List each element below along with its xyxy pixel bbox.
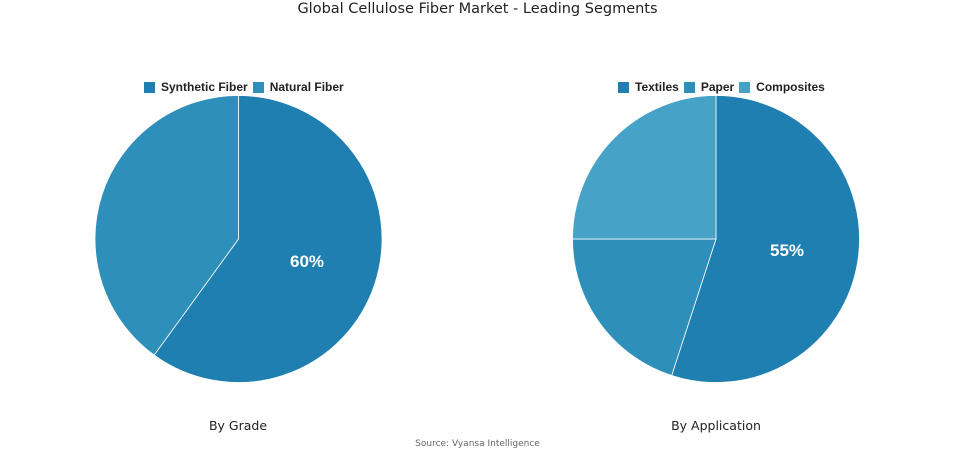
- legend-swatch: [618, 81, 629, 93]
- pie-application: [572, 95, 860, 383]
- slice-label-synthetic-fiber: 60%: [290, 252, 325, 271]
- legend-label: Paper: [700, 80, 735, 94]
- legend-label: Composites: [756, 80, 825, 94]
- legend-item-textiles[interactable]: Textiles: [618, 80, 679, 94]
- slice-label-textiles: 55%: [770, 241, 805, 260]
- subtitle-application: By Application: [671, 418, 761, 433]
- chart-title: Global Cellulose Fiber Market - Leading …: [297, 1, 658, 17]
- legend-grade: Synthetic Fiber Natural Fiber: [144, 80, 349, 94]
- pie-slice-synthetic-fiber[interactable]: [153, 95, 383, 383]
- legend-item-composites[interactable]: Composites: [739, 80, 825, 94]
- pie-grade: [94, 95, 383, 383]
- subtitle-grade: By Grade: [208, 418, 268, 433]
- legend-item-natural-fiber[interactable]: Natural Fiber: [252, 80, 344, 94]
- legend-swatch: [144, 81, 155, 93]
- legend-item-synthetic-fiber[interactable]: Synthetic Fiber: [144, 80, 248, 94]
- legend-application: Textiles Paper Composites: [618, 80, 830, 94]
- pie-slice-composites[interactable]: [572, 95, 717, 240]
- pie-slice-paper[interactable]: [572, 238, 717, 376]
- source-note: Source: Vyansa Intelligence: [415, 439, 540, 449]
- legend-swatch: [683, 81, 695, 93]
- legend-swatch: [252, 81, 264, 93]
- pie-slice-natural-fiber[interactable]: [94, 95, 239, 356]
- legend-swatch: [739, 81, 751, 93]
- legend-label: Synthetic Fiber: [161, 80, 248, 94]
- pie-slice-textiles[interactable]: [671, 95, 860, 383]
- legend-item-paper[interactable]: Paper: [683, 80, 735, 94]
- legend-label: Textiles: [635, 80, 679, 94]
- legend-label: Natural Fiber: [269, 80, 344, 94]
